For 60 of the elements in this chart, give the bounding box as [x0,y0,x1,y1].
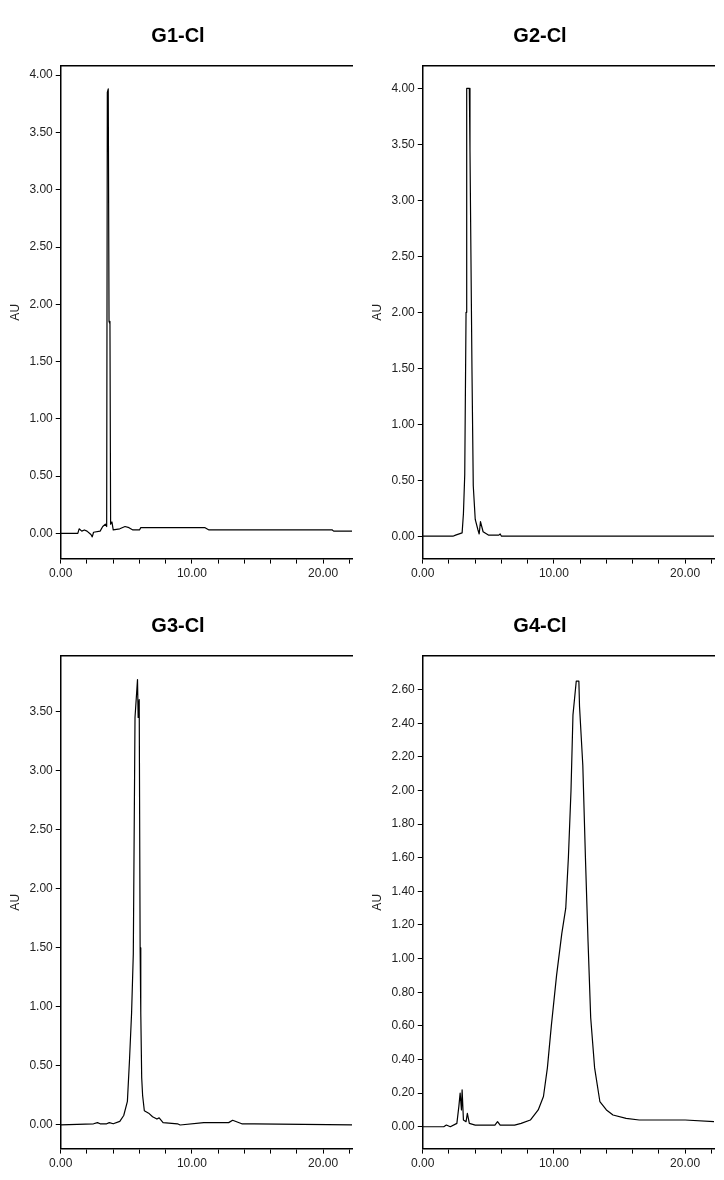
y-tick-label: 0.20 [391,1085,416,1100]
x-tick-label: 10.00 [538,1156,570,1171]
y-tick-label: 0.40 [391,1051,416,1066]
x-tick-label: 0.00 [411,1156,435,1171]
y-tick-label: 2.50 [29,239,54,254]
y-tick-label: 3.50 [29,124,54,139]
y-tick-label: 1.20 [391,917,416,932]
y-axis-title: AU [7,893,22,911]
y-tick-label: 1.60 [391,850,416,865]
y-tick-label: 2.00 [29,881,54,896]
y-tick-label: 1.50 [29,353,54,368]
y-tick-label: 2.00 [391,304,416,319]
y-tick-label: 4.00 [29,67,54,82]
y-tick-label: 3.50 [29,703,54,718]
y-tick-label: 0.00 [29,1117,54,1132]
chart-title: G4-Cl [513,613,567,636]
y-tick-label: 4.00 [391,80,416,95]
y-tick-label: 1.50 [391,360,416,375]
y-tick-label: 0.00 [29,525,54,540]
y-tick-label: 2.40 [391,715,416,730]
y-tick-label: 0.50 [29,1058,54,1073]
y-tick-label: 3.00 [29,762,54,777]
y-tick-label: 2.50 [391,248,416,263]
y-tick-label: 2.20 [391,749,416,764]
y-tick-label: 1.00 [391,416,416,431]
x-tick-label: 0.00 [49,1156,73,1171]
x-tick-label: 20.00 [670,566,701,581]
x-tick-label: 20.00 [308,566,339,581]
y-tick-label: 1.80 [391,816,416,831]
y-tick-label: 0.80 [391,984,416,999]
y-axis-title: AU [369,303,384,321]
y-tick-label: 1.00 [29,999,54,1014]
x-tick-label: 20.00 [308,1156,339,1171]
x-tick-label: 0.00 [49,566,73,581]
x-tick-label: 20.00 [670,1156,701,1171]
y-tick-label: 2.60 [391,681,416,696]
y-tick-label: 3.00 [29,182,54,197]
y-tick-label: 0.60 [391,1018,416,1033]
y-tick-label: 0.00 [391,1119,416,1134]
y-tick-label: 2.00 [391,782,416,797]
y-tick-label: 1.00 [391,950,416,965]
y-tick-label: 2.50 [29,821,54,836]
chart-title: G1-Cl [151,23,205,46]
y-tick-label: 1.50 [29,940,54,955]
y-tick-label: 2.00 [29,296,54,311]
y-tick-label: 1.40 [391,883,416,898]
y-tick-label: 3.50 [391,136,416,151]
y-tick-label: 1.00 [29,411,54,426]
x-tick-label: 10.00 [176,566,208,581]
x-tick-label: 10.00 [176,1156,208,1171]
chart-title: G2-Cl [513,23,567,46]
x-tick-label: 10.00 [538,566,570,581]
y-tick-label: 0.00 [391,528,416,543]
y-axis-title: AU [369,893,384,911]
y-tick-label: 3.00 [391,192,416,207]
y-tick-label: 0.50 [391,472,416,487]
y-axis-title: AU [7,303,22,321]
chart-title: G3-Cl [151,613,205,636]
y-tick-label: 0.50 [29,468,54,483]
x-tick-label: 0.00 [411,566,435,581]
